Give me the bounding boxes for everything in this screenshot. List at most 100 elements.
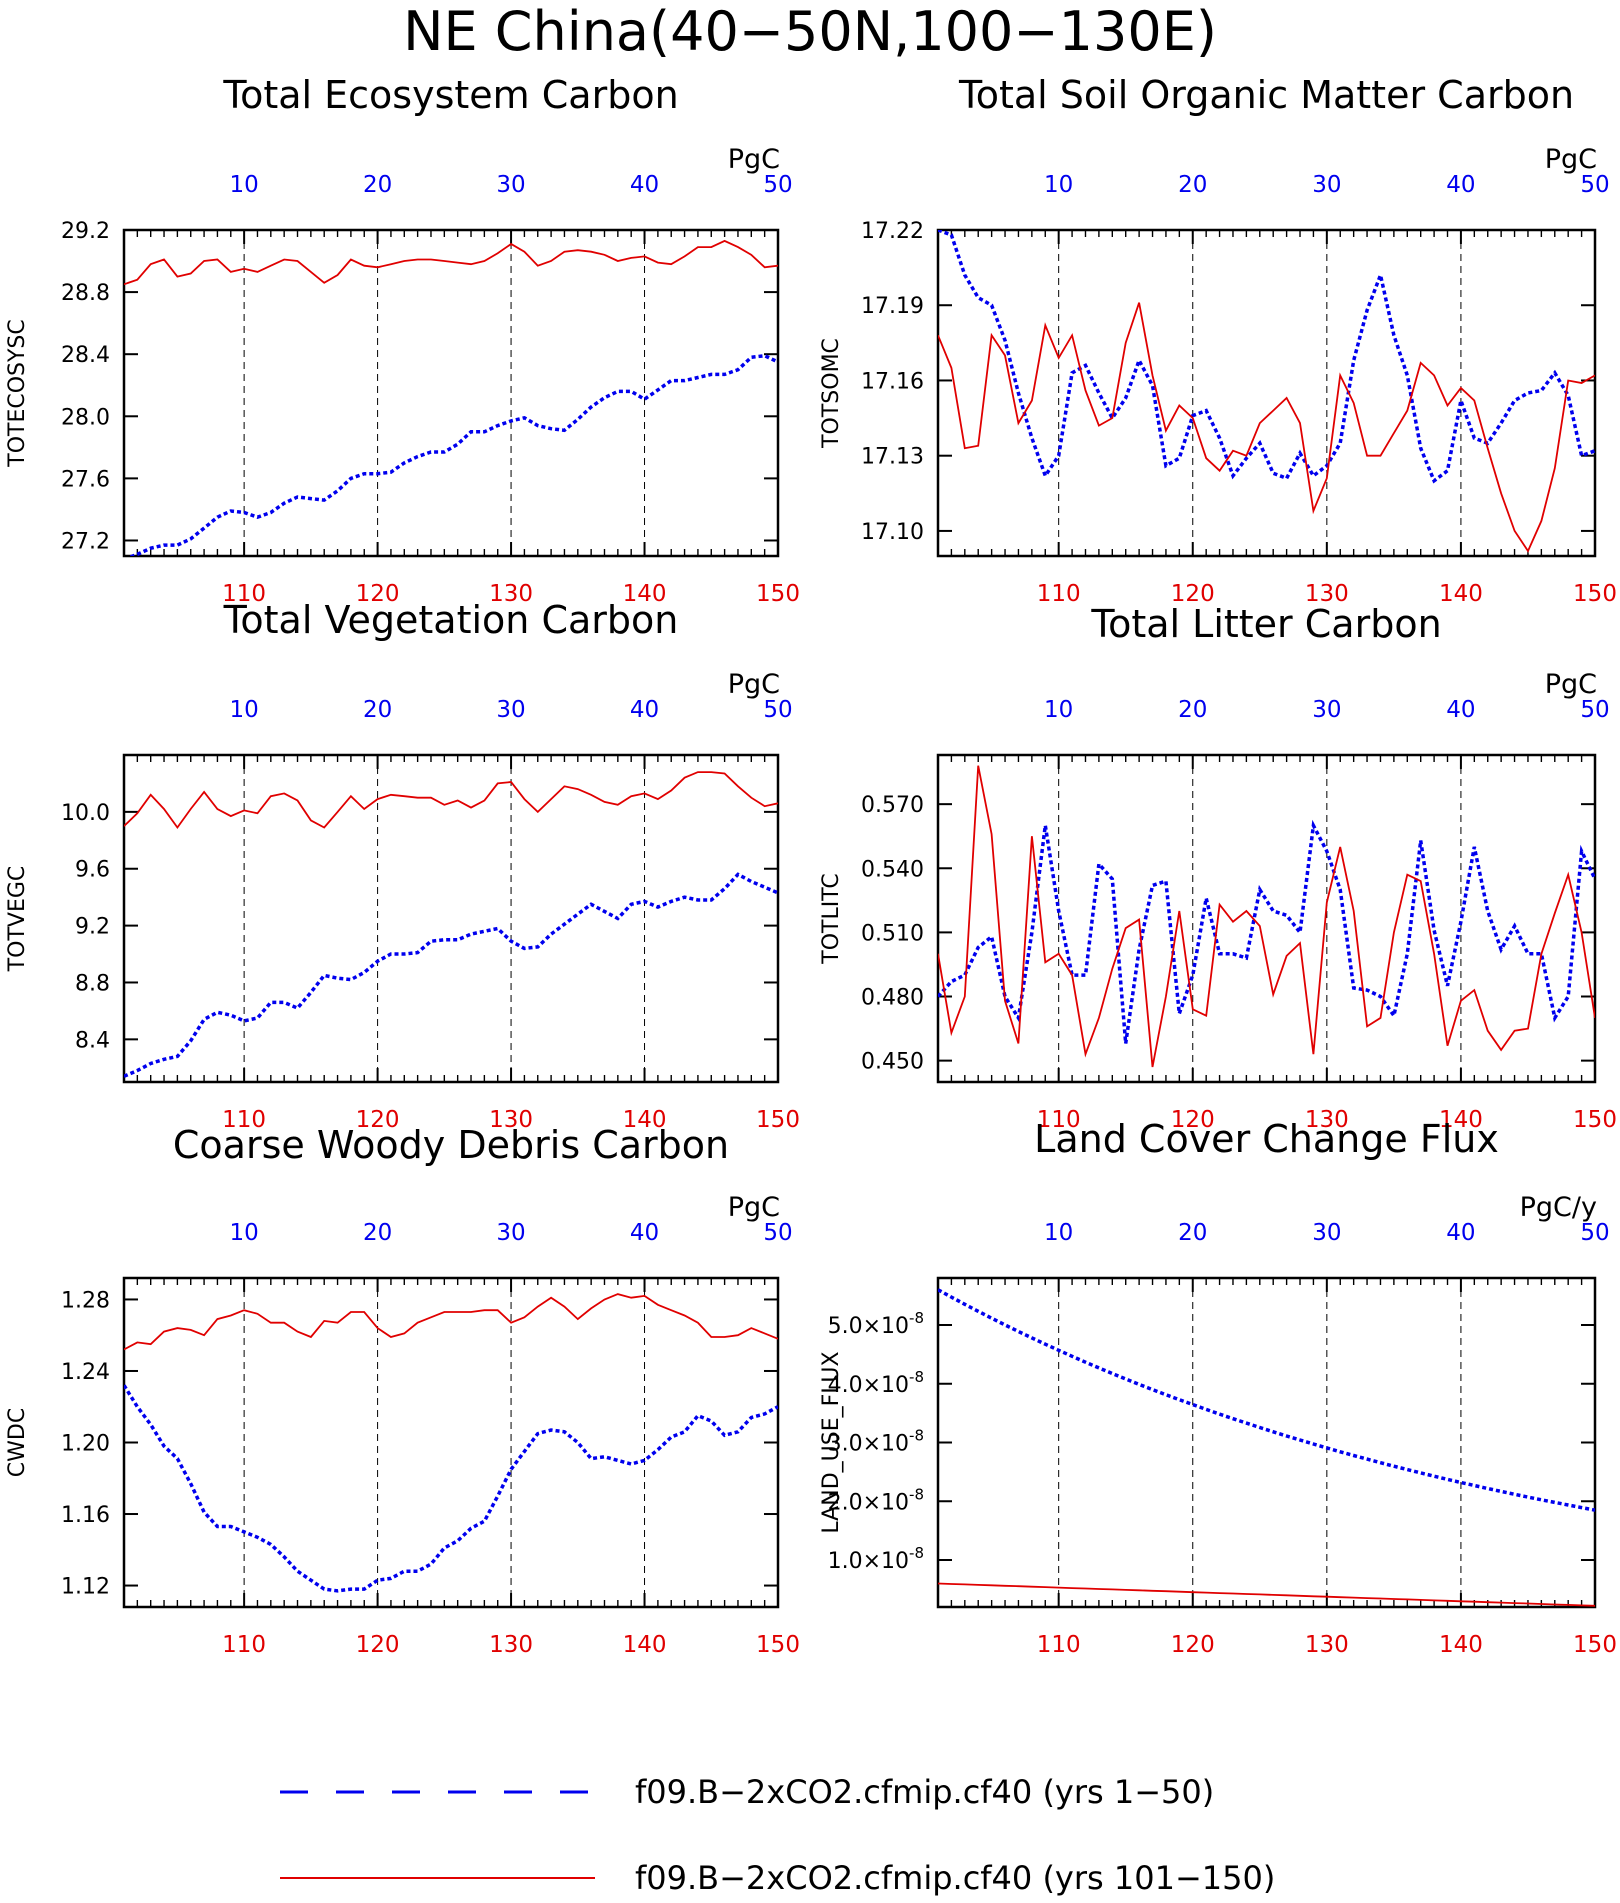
series-line-yrs-1-50: [127, 353, 778, 556]
x-tick-label-top: 30: [1312, 697, 1341, 723]
y-tick-label: 1.0×10-8: [828, 1544, 924, 1574]
y-axis-label: LAND_USE_FLUX: [819, 1351, 844, 1533]
unit-label: PgC: [728, 1192, 780, 1223]
x-tick-label-bottom: 140: [623, 1107, 667, 1133]
panel-title: Total Litter Carbon: [1090, 602, 1441, 646]
y-tick-label: 8.4: [75, 1028, 110, 1053]
y-tick-label: 28.4: [61, 343, 110, 368]
y-axis-label: CWDC: [5, 1408, 30, 1477]
x-tick-label-top: 40: [1446, 172, 1475, 198]
panel-1: Total Ecosystem Carbon PgC 10 20 30 40 50 110 12…: [5, 73, 800, 607]
x-tick-label-top: 10: [229, 172, 258, 198]
y-tick-label: 0.570: [861, 793, 924, 818]
y-axis-label: TOTLITC: [819, 873, 844, 964]
plot-frame: [122, 753, 780, 1084]
plot-frame: [936, 753, 1597, 1084]
panel-title: Total Soil Organic Matter Carbon: [958, 73, 1574, 117]
x-tick-label-bottom: 130: [489, 581, 533, 607]
y-tick-label: 29.2: [61, 219, 110, 244]
x-tick-label-bottom: 120: [356, 581, 400, 607]
x-tick-label-top: 30: [1312, 1220, 1341, 1246]
series-line-yrs-101-150: [938, 1582, 1595, 1607]
y-axis-label: TOTVEGC: [5, 866, 30, 973]
y-tick-label: 28.8: [61, 281, 110, 306]
y-tick-label: 1.16: [61, 1503, 110, 1528]
x-tick-label-top: 40: [630, 172, 659, 198]
series-line-yrs-1-50: [124, 872, 778, 1078]
y-tick-label: 5.0×10-8: [828, 1309, 924, 1339]
legend-label-yrs-101-150: f09.B−2xCO2.cfmip.cf40 (yrs 101−150): [635, 1859, 1275, 1897]
x-tick-label-top: 10: [1044, 1220, 1073, 1246]
x-tick-label-bottom: 150: [1573, 581, 1617, 607]
y-tick-label: 0.540: [861, 857, 924, 882]
x-tick-label-top: 50: [1580, 172, 1609, 198]
panel-title: Total Ecosystem Carbon: [222, 73, 678, 117]
plot-frame: [122, 228, 780, 558]
x-tick-label-bottom: 150: [756, 1107, 800, 1133]
panel-5: Coarse Woody Debris Carbon PgC 10 20 30 40 50 1…: [5, 1123, 800, 1658]
x-tick-label-bottom: 140: [623, 1632, 667, 1658]
series-line-yrs-101-150: [938, 765, 1595, 1068]
panel-title: Total Vegetation Carbon: [223, 598, 679, 642]
x-tick-label-top: 20: [363, 1220, 392, 1246]
plot-frame: [936, 228, 1597, 558]
series-line-yrs-1-50: [938, 1288, 1595, 1512]
panel-6: Land Cover Change Flux PgC/y 10 20 30 40 50 110…: [819, 1117, 1617, 1658]
series-line-yrs-1-50: [938, 819, 1595, 1044]
y-tick-label: 9.2: [75, 915, 110, 940]
x-tick-label-bottom: 120: [356, 1107, 400, 1133]
x-tick-label-top: 30: [496, 1220, 525, 1246]
y-tick-label: 2.0×10-8: [828, 1485, 924, 1515]
page-title: NE China(40−50N,100−130E): [403, 0, 1217, 63]
panel-title: Coarse Woody Debris Carbon: [173, 1123, 729, 1167]
series-line-yrs-101-150: [124, 239, 778, 286]
y-tick-label: 0.510: [861, 921, 924, 946]
x-tick-label-bottom: 110: [222, 581, 266, 607]
legend: f09.B−2xCO2.cfmip.cf40 (yrs 1−50) f09.B−…: [280, 1773, 1275, 1897]
x-tick-label-bottom: 120: [1171, 1632, 1215, 1658]
legend-label-yrs-1-50: f09.B−2xCO2.cfmip.cf40 (yrs 1−50): [635, 1773, 1214, 1811]
y-tick-label: 8.8: [75, 971, 110, 996]
x-tick-label-top: 50: [763, 697, 792, 723]
unit-label: PgC/y: [1520, 1192, 1597, 1223]
y-tick-label: 17.13: [861, 445, 924, 470]
x-tick-label-bottom: 150: [756, 1632, 800, 1658]
x-tick-label-bottom: 140: [1439, 581, 1483, 607]
x-tick-label-top: 40: [630, 697, 659, 723]
panels: Total Ecosystem Carbon PgC 10 20 30 40 50 110 12…: [5, 73, 1617, 1658]
x-tick-label-top: 10: [229, 697, 258, 723]
series-line-yrs-1-50: [938, 230, 1595, 484]
y-tick-label: 17.19: [861, 294, 924, 319]
unit-label: PgC: [1545, 144, 1597, 175]
unit-label: PgC: [728, 669, 780, 700]
y-tick-label: 9.6: [75, 858, 110, 883]
x-tick-label-top: 10: [229, 1220, 258, 1246]
y-tick-label: 1.20: [61, 1432, 110, 1457]
x-tick-label-bottom: 120: [1171, 1107, 1215, 1133]
x-tick-label-top: 50: [1580, 697, 1609, 723]
series-line-yrs-101-150: [124, 1293, 778, 1351]
series-line-yrs-101-150: [124, 771, 778, 830]
x-tick-label-bottom: 140: [1439, 1632, 1483, 1658]
y-tick-label: 1.28: [61, 1288, 110, 1313]
x-tick-label-bottom: 130: [1305, 1107, 1349, 1133]
x-tick-label-bottom: 130: [1305, 581, 1349, 607]
y-tick-label: 17.22: [861, 219, 924, 244]
y-tick-label: 28.0: [61, 405, 110, 430]
unit-label: PgC: [728, 144, 780, 175]
x-tick-label-top: 40: [1446, 1220, 1475, 1246]
x-tick-label-bottom: 150: [756, 581, 800, 607]
y-tick-label: 27.2: [61, 529, 110, 554]
panel-4: Total Litter Carbon PgC 10 20 30 40 50 110 120 13…: [819, 602, 1617, 1133]
x-tick-label-top: 30: [1312, 172, 1341, 198]
panel-2: Total Soil Organic Matter Carbon PgC 10 20 3…: [819, 73, 1617, 607]
x-tick-label-top: 20: [363, 172, 392, 198]
x-tick-label-bottom: 110: [1037, 1632, 1081, 1658]
y-tick-label: 0.480: [861, 986, 924, 1011]
x-tick-label-top: 20: [363, 697, 392, 723]
x-tick-label-bottom: 130: [489, 1107, 533, 1133]
series-line-yrs-101-150: [938, 302, 1595, 553]
x-tick-label-top: 20: [1178, 697, 1207, 723]
unit-label: PgC: [1545, 669, 1597, 700]
